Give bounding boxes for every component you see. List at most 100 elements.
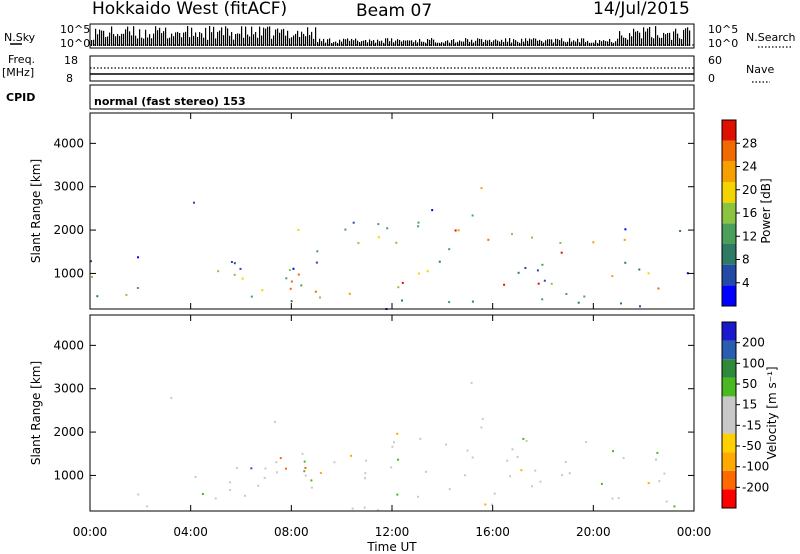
colorbar-swatch (722, 161, 736, 182)
noise-bar (343, 38, 345, 46)
heatmap-cell (303, 470, 306, 473)
noise-bar (105, 37, 107, 46)
cpid-label: CPID (6, 91, 35, 104)
noise-bar (615, 41, 617, 46)
noise-bar (117, 34, 119, 46)
colorbar-swatch (722, 264, 736, 286)
noise-bar (537, 40, 539, 46)
heatmap-cell (365, 459, 368, 462)
noise-bar (553, 42, 555, 46)
noise-bar (499, 41, 501, 46)
noise-bar (449, 42, 451, 46)
noise-bar (641, 38, 643, 46)
noise-bar (613, 42, 615, 46)
heatmap-cell (611, 275, 614, 278)
noise-bar (599, 40, 601, 46)
noise-bar (653, 38, 655, 46)
heatmap-cell (344, 228, 347, 231)
heatmap-cell (417, 221, 420, 224)
noise-bar (529, 38, 531, 46)
noise-bar (659, 37, 661, 46)
colorbar-tick-label: 20 (742, 183, 757, 197)
heatmap-cell (96, 295, 99, 298)
noise-bar (175, 32, 177, 46)
x-axis-title: Time UT (366, 540, 417, 554)
heatmap-cell (617, 497, 620, 500)
heatmap-cell (471, 300, 474, 303)
noise-bar (233, 39, 235, 46)
noise-bar (459, 40, 461, 46)
noise-bar (619, 31, 621, 46)
noise-bar (539, 39, 541, 46)
noise-bar (221, 27, 223, 46)
noise-bar (687, 27, 689, 46)
heatmap-cell (480, 187, 483, 190)
noise-bar (275, 29, 277, 46)
noise-bar (217, 31, 219, 46)
noise-bar (349, 40, 351, 46)
y-tick-label: 3000 (53, 382, 84, 396)
heatmap-cell (194, 476, 197, 478)
noise-bar (97, 34, 99, 46)
noise-bar (389, 41, 391, 46)
heatmap-cell (448, 301, 451, 303)
noise-bar (337, 42, 339, 46)
noise-bar (453, 39, 455, 46)
heatmap-cell (622, 457, 625, 460)
noise-bar (533, 38, 535, 46)
heatmap-cell (531, 485, 533, 488)
noise-bar (179, 32, 181, 46)
noise-bar (309, 35, 311, 46)
noise-bar (237, 33, 239, 46)
noise-bar (417, 42, 419, 46)
noise-bar (353, 40, 355, 46)
heatmap-cell (511, 448, 514, 451)
noise-bar (563, 41, 565, 46)
power-panel-frame (89, 112, 695, 310)
noise-bar (215, 38, 217, 46)
noise-bar (285, 35, 287, 46)
heatmap-cell (623, 238, 626, 241)
heatmap-cell (484, 503, 487, 506)
cpid-value: normal (fast stereo) 153 (94, 95, 246, 108)
noise-bar (645, 31, 647, 46)
colorbar-swatch (722, 359, 736, 378)
noise-bar (677, 33, 679, 46)
heatmap-cell (445, 443, 447, 446)
noise-bar (189, 37, 191, 46)
heatmap-cell (639, 305, 641, 308)
noise-bar (631, 36, 633, 46)
noise-bar (565, 42, 567, 46)
colorbar-tick-label: -50 (742, 439, 762, 453)
noise-bar (335, 41, 337, 46)
noise-bar (621, 35, 623, 46)
heatmap-cell (401, 281, 404, 284)
noise-bar (683, 29, 685, 46)
noise-bar (165, 27, 167, 46)
noise-bar (637, 30, 639, 46)
heatmap-cell (539, 480, 542, 483)
heatmap-cell (550, 282, 553, 285)
noise-bar (669, 32, 671, 46)
noise-bar (141, 37, 143, 46)
heatmap-cell (261, 289, 264, 292)
heatmap-cell (506, 459, 509, 462)
heatmap-cell (559, 242, 562, 244)
heatmap-cell (319, 472, 322, 474)
noise-bar (523, 41, 525, 46)
heatmap-cell (350, 454, 352, 457)
noise-bar (209, 26, 211, 46)
noise-bar (219, 30, 221, 46)
noise-bar (199, 32, 201, 46)
noise-bar (193, 35, 195, 46)
noise-bar (345, 39, 347, 46)
heatmap-cell (491, 503, 493, 506)
noise-bar (517, 41, 519, 46)
noise-bar (171, 33, 173, 46)
nsearch-label: N.Search (746, 31, 796, 44)
noise-bar (665, 34, 667, 46)
noise-bar (581, 38, 583, 46)
noise-bar (667, 32, 669, 46)
noise-bar (163, 31, 165, 46)
colorbar-swatch (722, 244, 736, 265)
